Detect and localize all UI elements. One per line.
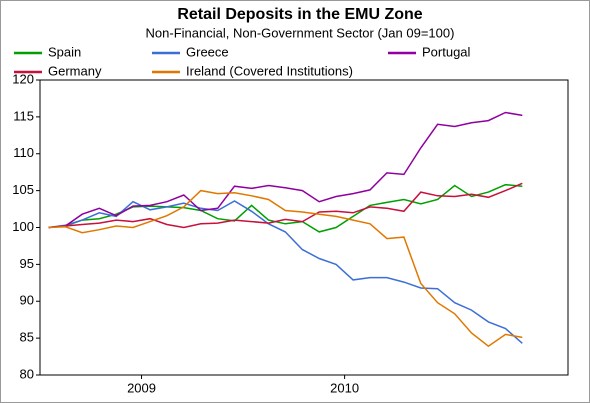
chart-title: Retail Deposits in the EMU Zone: [177, 6, 422, 23]
series-line: [48, 182, 523, 229]
y-tick-label: 85: [20, 330, 34, 345]
x-tick-label: 2010: [330, 380, 359, 395]
legend-label: Spain: [48, 44, 81, 59]
y-tick-label: 90: [20, 293, 34, 308]
legend-label: Germany: [48, 63, 102, 78]
y-tick-label: 100: [12, 219, 34, 234]
y-tick-label: 120: [12, 71, 34, 86]
legend-label: Ireland (Covered Institutions): [186, 63, 353, 78]
legend-label: Greece: [186, 44, 229, 59]
x-tick-label: 2009: [127, 380, 156, 395]
chart-subtitle: Non-Financial, Non-Government Sector (Ja…: [146, 25, 455, 40]
legend-label: Portugal: [422, 44, 471, 59]
series-line: [48, 189, 523, 348]
y-tick-label: 95: [20, 256, 34, 271]
series-line: [48, 200, 523, 344]
y-tick-label: 105: [12, 182, 34, 197]
y-tick-label: 110: [13, 145, 34, 160]
y-tick-label: 115: [13, 108, 34, 123]
y-tick-label: 80: [20, 366, 34, 381]
series-line: [48, 111, 523, 229]
